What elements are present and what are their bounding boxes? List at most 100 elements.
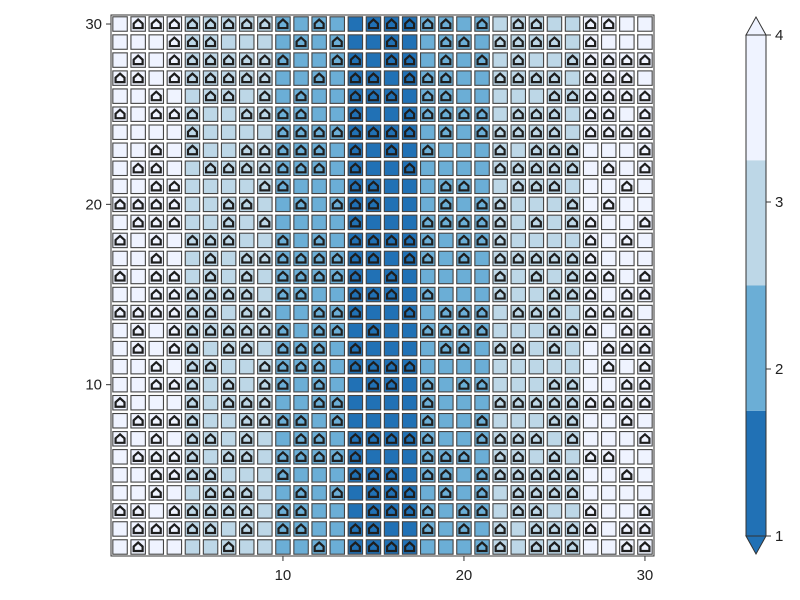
house-marker	[621, 72, 633, 84]
house-marker	[349, 126, 361, 138]
heatmap-cell	[637, 304, 653, 321]
heatmap-cell	[329, 539, 346, 555]
heatmap-cell	[347, 16, 364, 32]
house-marker	[639, 144, 651, 156]
heatmap-cell	[456, 196, 472, 213]
house-marker	[585, 324, 597, 336]
house-marker	[548, 414, 561, 426]
house-marker	[223, 396, 235, 408]
house-marker	[168, 216, 180, 228]
house-marker	[585, 90, 597, 102]
heatmap-cell	[365, 449, 382, 465]
heatmap-cell	[347, 503, 364, 519]
house-marker	[241, 414, 253, 426]
house-marker	[639, 54, 651, 66]
heatmap-cell	[311, 485, 327, 501]
heatmap-cell	[637, 449, 653, 465]
heatmap-cell	[184, 250, 201, 267]
house-marker	[277, 180, 289, 192]
house-marker	[349, 270, 361, 282]
heatmap-cell	[347, 485, 364, 501]
heatmap-cell	[329, 142, 346, 159]
house-marker	[440, 90, 452, 102]
house-marker	[349, 288, 361, 300]
house-marker	[186, 396, 199, 408]
heatmap-cell	[383, 250, 400, 267]
house-marker	[385, 360, 398, 372]
house-marker	[132, 72, 144, 84]
heatmap-cell	[166, 358, 183, 375]
heatmap-cell	[456, 286, 472, 303]
house-marker	[367, 90, 380, 102]
heatmap-cell	[600, 412, 617, 429]
house-marker	[530, 18, 542, 30]
heatmap-cell	[528, 358, 545, 375]
heatmap-cell	[419, 160, 436, 177]
house-marker	[295, 270, 307, 282]
heatmap-cell	[184, 178, 201, 195]
heatmap-cell	[438, 394, 454, 411]
house-marker	[476, 198, 488, 210]
house-marker	[639, 324, 651, 336]
house-marker	[385, 486, 398, 499]
house-marker	[186, 36, 199, 48]
heatmap-cell	[600, 521, 617, 537]
heatmap-cell	[166, 539, 183, 555]
heatmap-cell	[510, 196, 527, 213]
heatmap-cell	[112, 34, 128, 50]
house-marker	[204, 504, 217, 517]
house-marker	[295, 450, 307, 462]
house-marker	[440, 126, 452, 138]
house-marker	[440, 216, 452, 228]
house-marker	[422, 523, 434, 535]
house-marker	[204, 468, 217, 480]
house-marker	[241, 486, 253, 499]
house-marker	[621, 90, 633, 102]
house-marker	[385, 36, 398, 48]
heatmap-cell	[528, 196, 545, 213]
heatmap-cell	[220, 358, 237, 375]
house-marker	[566, 270, 579, 282]
house-marker	[440, 468, 452, 480]
house-marker	[621, 288, 633, 300]
house-marker	[548, 126, 561, 138]
house-marker	[566, 162, 579, 174]
heatmap-cell	[220, 268, 237, 285]
heatmap-cell	[637, 196, 653, 213]
house-marker	[422, 234, 434, 246]
heatmap-cell	[238, 232, 255, 249]
heatmap-cell	[438, 160, 454, 177]
house-marker	[259, 90, 271, 102]
house-marker	[440, 306, 452, 318]
house-marker	[367, 360, 380, 372]
house-marker	[639, 162, 651, 174]
house-marker	[367, 126, 380, 138]
house-marker	[331, 324, 343, 336]
house-marker	[585, 288, 597, 300]
heatmap-cell	[474, 358, 490, 375]
heatmap-cell	[474, 160, 490, 177]
heatmap-cell	[202, 539, 219, 555]
house-marker	[204, 90, 217, 102]
house-marker	[458, 342, 470, 354]
x-axis: 10 20 30	[275, 556, 653, 584]
house-marker	[114, 396, 126, 408]
house-marker	[494, 36, 506, 48]
heatmap-cell	[329, 160, 346, 177]
house-marker	[585, 234, 597, 246]
heatmap-cell	[474, 394, 490, 411]
house-marker	[404, 126, 416, 138]
heatmap-cell	[275, 70, 291, 86]
heatmap-cell	[293, 394, 309, 411]
heatmap-cell	[112, 250, 128, 267]
house-marker	[566, 288, 579, 300]
house-marker	[241, 108, 253, 120]
house-marker	[566, 432, 579, 444]
heatmap-cell	[383, 106, 400, 122]
house-marker	[349, 342, 361, 354]
house-marker	[186, 378, 199, 390]
heatmap-cell	[238, 358, 255, 375]
house-marker	[603, 270, 615, 282]
heatmap-cell	[637, 70, 653, 86]
